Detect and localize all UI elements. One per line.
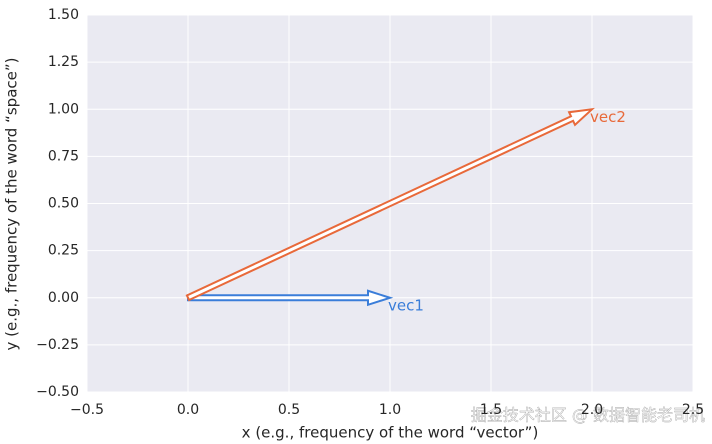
y-axis-label: y (e.g., frequency of the word “space”) (3, 58, 21, 351)
vector-label: vec2 (590, 108, 626, 126)
y-tick-label: 1.00 (48, 101, 79, 117)
vector-arrow (185, 107, 595, 302)
y-tick-label: −0.50 (36, 384, 79, 400)
y-tick-label: 0.25 (48, 243, 79, 259)
x-tick-label: 2.0 (581, 402, 603, 418)
x-tick-label: 1.0 (379, 402, 401, 418)
x-tick-label: 2.5 (682, 402, 704, 418)
y-tick-label: 1.25 (48, 54, 79, 70)
vector-label: vec1 (388, 296, 424, 314)
y-tick-label: 0.75 (48, 148, 79, 164)
x-tick-label: −0.5 (70, 402, 104, 418)
y-tick-label: −0.25 (36, 337, 79, 353)
y-tick-label: 1.50 (48, 7, 79, 23)
y-tick-label: 0.50 (48, 196, 79, 212)
x-tick-label: 1.5 (480, 402, 502, 418)
watermark: 掘金技术社区 @ 数据智能老司机 (471, 406, 705, 425)
vector-arrow (187, 289, 394, 307)
x-axis-label: x (e.g., frequency of the word “vector”) (242, 424, 539, 442)
x-tick-label: 0.0 (177, 402, 199, 418)
x-tick-label: 0.5 (278, 402, 300, 418)
y-tick-label: 0.00 (48, 290, 79, 306)
